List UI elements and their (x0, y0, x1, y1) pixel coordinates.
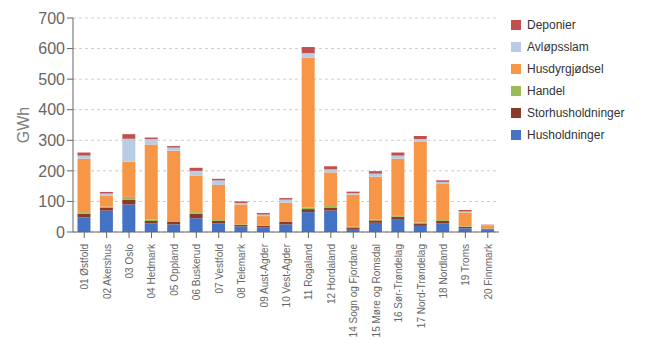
svg-text:09 Aust-Agder: 09 Aust-Agder (259, 243, 270, 307)
html-text:Avløpsslam: Avløpsslam (527, 40, 589, 54)
html-text:Handel: Handel (527, 84, 565, 98)
svg-text:11 Rogaland: 11 Rogaland (303, 244, 314, 300)
svg-text:100: 100 (38, 193, 65, 210)
html-text:Husdyrgjødsel: Husdyrgjødsel (527, 62, 604, 76)
svg-text:08 Telemark: 08 Telemark (236, 243, 247, 298)
svg-text:01 Østfold: 01 Østfold (79, 244, 90, 290)
svg-text:04 Hedmark: 04 Hedmark (146, 243, 157, 298)
svg-text:02 Akershus: 02 Akershus (102, 244, 113, 299)
svg-text:18 Nordland: 18 Nordland (438, 244, 449, 298)
svg-text:20 Finnmark: 20 Finnmark (483, 243, 494, 300)
svg-text:16 Sør-Trøndelag: 16 Sør-Trøndelag (393, 244, 404, 323)
svg-text:500: 500 (38, 71, 65, 88)
svg-text:05 Oppland: 05 Oppland (169, 244, 180, 296)
svg-text:17 Nord-Trøndelag: 17 Nord-Trøndelag (416, 244, 427, 328)
html-text:Deponier: Deponier (527, 18, 576, 32)
svg-text:06 Buskerud: 06 Buskerud (191, 244, 202, 300)
svg-text:0: 0 (56, 224, 65, 241)
svg-text:14 Sogn og Fjordane: 14 Sogn og Fjordane (348, 244, 359, 338)
svg-text:19 Troms: 19 Troms (460, 244, 471, 286)
html-text:Storhusholdninger: Storhusholdninger (527, 106, 625, 120)
svg-text:10 Vest-Agder: 10 Vest-Agder (281, 243, 292, 307)
svg-text:200: 200 (38, 163, 65, 180)
svg-text:300: 300 (38, 132, 65, 149)
svg-text:700: 700 (38, 10, 65, 27)
svg-text:07 Vestfold: 07 Vestfold (214, 244, 225, 293)
svg-text:15 Møre og Romsdal: 15 Møre og Romsdal (371, 244, 382, 337)
svg-text:400: 400 (38, 101, 65, 118)
svg-text:600: 600 (38, 40, 65, 57)
svg-text:03 Oslo: 03 Oslo (124, 244, 135, 279)
html-text:Husholdninger: Husholdninger (527, 128, 605, 142)
svg-text:12 Hordaland: 12 Hordaland (326, 244, 337, 304)
svg-text:GWh: GWh (15, 107, 32, 143)
